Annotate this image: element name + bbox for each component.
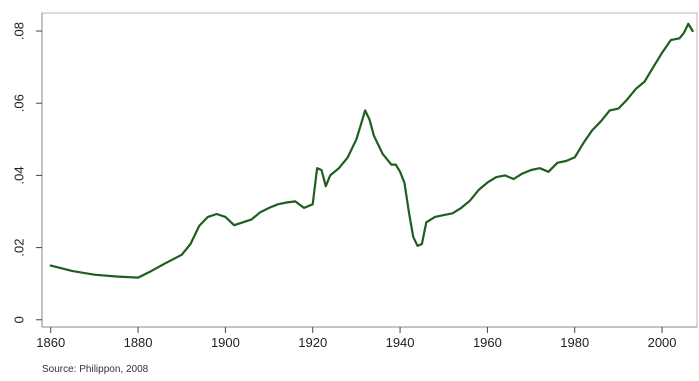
x-tick-label-1960: 1960 <box>473 335 502 350</box>
source-note: Source: Philippon, 2008 <box>42 364 149 375</box>
series-line-0 <box>49 22 694 279</box>
x-tick-label-1980: 1980 <box>560 335 589 350</box>
y-tick-label-0: 0 <box>11 316 26 323</box>
x-tick-label-1940: 1940 <box>386 335 415 350</box>
x-tick-label-1900: 1900 <box>211 335 240 350</box>
y-tick-label-3: .06 <box>11 94 26 112</box>
x-tick-label-1860: 1860 <box>36 335 65 350</box>
plot-area <box>41 12 698 328</box>
x-tick-label-2000: 2000 <box>648 335 677 350</box>
x-tick-label-1920: 1920 <box>298 335 327 350</box>
y-tick-label-4: .08 <box>11 22 26 40</box>
x-tick-label-1880: 1880 <box>124 335 153 350</box>
y-tick-label-2: .04 <box>11 166 26 184</box>
y-tick-label-1: .02 <box>11 239 26 257</box>
